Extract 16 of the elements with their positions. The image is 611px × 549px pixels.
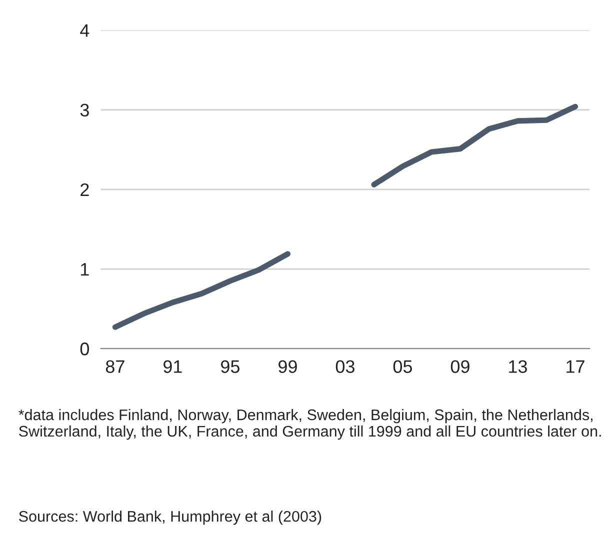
x-tick-label: 95 [221, 360, 240, 373]
x-tick-label: 05 [393, 360, 412, 373]
x-tick-label: 09 [450, 360, 470, 373]
x-tick-label: 13 [509, 360, 527, 373]
x-tick-label: 99 [278, 360, 297, 373]
y-tick-label: 2 [80, 183, 89, 196]
text: *data includes Finland, Norway, Denmark, Sweden, Belgium, Spain, the Netherlands, Switzerland, Italy, the UK, France, and Germany till 1999 and all EU countries later on. [18, 409, 601, 440]
y-tick-label: 3 [80, 104, 89, 117]
y-tick-label: 0 [80, 342, 89, 356]
source-note: Sources: World Bank, Humphrey et al (2003) [19, 510, 322, 525]
y-tick-label: 4 [80, 24, 90, 37]
x-tick-label: 17 [566, 360, 584, 373]
x-tick-label: 87 [106, 360, 124, 373]
x-tick-label: 03 [336, 360, 354, 373]
y-tick-label: 1 [81, 263, 89, 276]
x-tick-label: 91 [164, 360, 182, 373]
